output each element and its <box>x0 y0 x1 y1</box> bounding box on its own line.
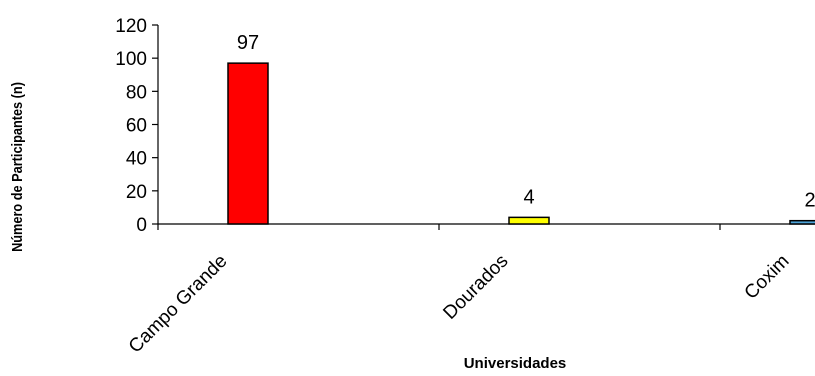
y-tick-label: 40 <box>126 149 147 170</box>
bars <box>227 62 815 225</box>
category-labels: Campo Grande Dourados Coxim <box>125 251 794 358</box>
y-axis-title: Número de Participantes (n) <box>8 82 25 252</box>
y-tick-label: 60 <box>126 116 147 137</box>
bar-campo-grande <box>227 62 269 225</box>
data-labels: 97 4 2 <box>237 32 815 212</box>
y-axis: 0 20 40 60 80 100 120 <box>115 16 159 236</box>
y-tick-label: 100 <box>115 49 147 70</box>
data-label: 2 <box>804 190 815 212</box>
x-axis <box>157 223 815 230</box>
category-label: Campo Grande <box>125 251 232 358</box>
data-label: 4 <box>523 186 534 208</box>
category-label: Dourados <box>439 251 512 324</box>
bar-coxim <box>789 219 815 225</box>
y-tick-label: 0 <box>136 215 147 236</box>
bar-dourados <box>508 216 550 225</box>
category-label: Coxim <box>741 251 794 304</box>
y-tick-label: 80 <box>126 82 147 103</box>
y-tick-label: 20 <box>126 182 147 203</box>
x-axis-title: Universidades <box>464 355 567 372</box>
data-label: 97 <box>237 32 259 54</box>
y-tick-label: 120 <box>115 16 147 37</box>
